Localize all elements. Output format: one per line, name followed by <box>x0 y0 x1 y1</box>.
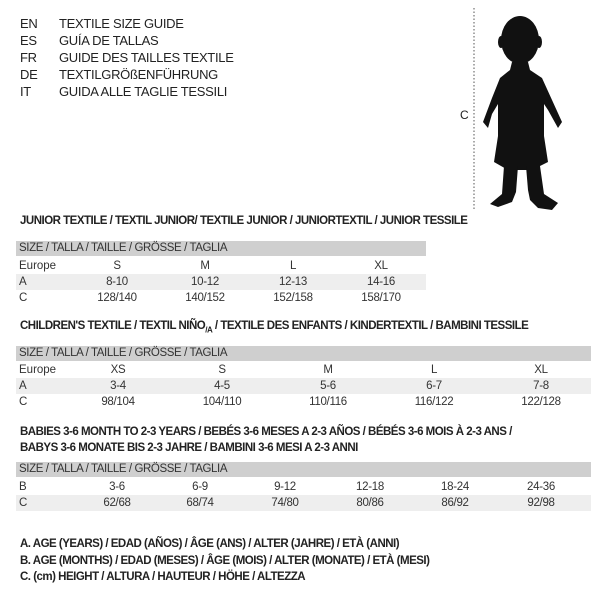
cell: 14-16 <box>367 276 395 288</box>
cell: 62/68 <box>103 497 131 509</box>
height-label: C <box>460 108 469 122</box>
lang-title: TEXTILGRÖßENFÜHRUNG <box>59 67 218 82</box>
cell: XL <box>374 260 388 272</box>
lang-code: FR <box>20 50 37 65</box>
lang-title: GUIDE DES TAILLES TEXTILE <box>59 50 234 65</box>
cell: S <box>218 364 226 376</box>
cell: S <box>113 260 121 272</box>
cell: 6-7 <box>426 380 442 392</box>
cell: M <box>200 260 210 272</box>
cell: 140/152 <box>185 292 225 304</box>
row-label: A <box>19 276 27 288</box>
cell: XS <box>110 364 126 376</box>
legend-b: B. AGE (MONTHS) / EDAD (MESES) / ÂGE (MO… <box>20 555 430 567</box>
cell: L <box>430 364 438 376</box>
row-label: A <box>19 380 27 392</box>
cell: XL <box>534 364 548 376</box>
cell: 7-8 <box>533 380 549 392</box>
lang-code: IT <box>20 84 31 99</box>
table-row: B 3-6 6-9 9-12 12-18 18-24 24-36 <box>16 479 591 495</box>
lang-code: ES <box>20 33 37 48</box>
cell: 68/74 <box>186 497 214 509</box>
table-row: C 62/68 68/74 74/80 80/86 86/92 92/98 <box>16 495 591 511</box>
legend-c: C. (cm) HEIGHT / ALTURA / HAUTEUR / HÖHE… <box>20 571 306 583</box>
cell: 4-5 <box>214 380 230 392</box>
table-row: C 128/140 140/152 152/158 158/170 <box>16 290 426 306</box>
row-label: C <box>19 292 28 304</box>
cell: 86/92 <box>441 497 469 509</box>
table-row: Europe S M L XL <box>16 258 426 274</box>
children-title-sub: /A <box>205 325 213 335</box>
row-label: Europe <box>19 364 57 376</box>
table-header: SIZE / TALLA / TAILLE / GRÖSSE / TAGLIA <box>16 462 591 477</box>
toddler-silhouette-icon <box>473 8 562 210</box>
cell: 8-10 <box>106 276 128 288</box>
cell: 24-36 <box>527 481 555 493</box>
lang-code: DE <box>20 67 38 82</box>
lang-title: GUÍA DE TALLAS <box>59 33 159 48</box>
table-header: SIZE / TALLA / TAILLE / GRÖSSE / TAGLIA <box>16 346 591 361</box>
table-row: A 3-4 4-5 5-6 6-7 7-8 <box>16 378 591 394</box>
table-row: Europe XS S M L XL <box>16 362 591 378</box>
children-title-main: CHILDREN'S TEXTILE / TEXTIL NIÑO <box>20 320 206 332</box>
cell: 80/86 <box>356 497 384 509</box>
legend-a: A. AGE (YEARS) / EDAD (AÑOS) / ÂGE (ANS)… <box>20 538 400 550</box>
row-label: C <box>19 396 28 408</box>
row-label: B <box>19 481 27 493</box>
junior-title: JUNIOR TEXTILE / TEXTIL JUNIOR/ TEXTILE … <box>20 215 468 227</box>
cell: M <box>323 364 333 376</box>
cell: 6-9 <box>192 481 208 493</box>
cell: 18-24 <box>441 481 469 493</box>
lang-title: GUIDA ALLE TAGLIE TESSILI <box>59 84 228 99</box>
table-header: SIZE / TALLA / TAILLE / GRÖSSE / TAGLIA <box>16 241 426 256</box>
cell: 74/80 <box>271 497 299 509</box>
cell: 152/158 <box>273 292 313 304</box>
cell: 10-12 <box>191 276 219 288</box>
lang-title: TEXTILE SIZE GUIDE <box>59 16 184 31</box>
cell: 5-6 <box>320 380 336 392</box>
cell: 12-13 <box>279 276 307 288</box>
cell: 92/98 <box>527 497 555 509</box>
cell: 3-6 <box>109 481 125 493</box>
cell: 12-18 <box>356 481 384 493</box>
cell: 9-12 <box>274 481 296 493</box>
children-title-rest: / TEXTILE DES ENFANTS / KINDERTEXTIL / B… <box>212 320 529 332</box>
children-title: CHILDREN'S TEXTILE / TEXTIL NIÑO/A / TEX… <box>20 320 529 335</box>
cell: 122/128 <box>521 396 561 408</box>
cell: L <box>289 260 297 272</box>
cell: 116/122 <box>414 396 454 408</box>
cell: 104/110 <box>202 396 242 408</box>
lang-code: EN <box>20 16 38 31</box>
row-label: C <box>19 497 28 509</box>
cell: 3-4 <box>110 380 126 392</box>
cell: 110/116 <box>309 396 347 408</box>
cell: 158/170 <box>361 292 401 304</box>
row-label: Europe <box>19 260 57 272</box>
cell: 128/140 <box>97 292 137 304</box>
babies-title-line2: BABYS 3-6 MONATE BIS 2-3 JAHRE / BAMBINI… <box>20 442 358 454</box>
table-row: C 98/104 104/110 110/116 116/122 122/128 <box>16 394 591 410</box>
table-row: A 8-10 10-12 12-13 14-16 <box>16 274 426 290</box>
cell: 98/104 <box>101 396 135 408</box>
babies-title-line1: BABIES 3-6 MONTH TO 2-3 YEARS / BEBÉS 3-… <box>20 426 512 438</box>
